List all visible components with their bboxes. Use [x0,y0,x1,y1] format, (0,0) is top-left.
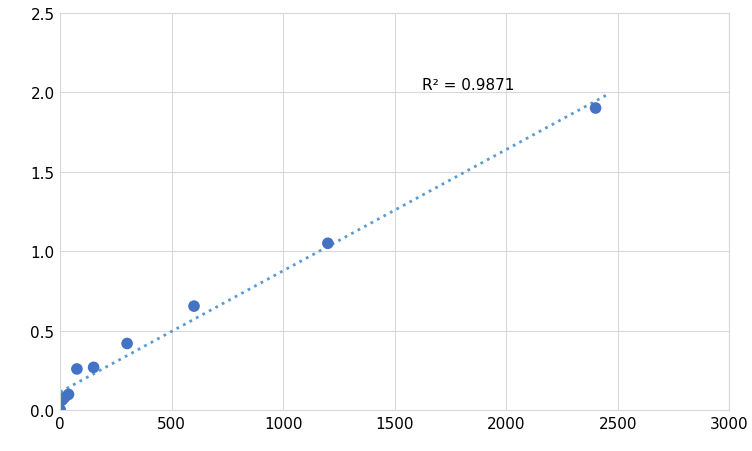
Point [56,396,68,404]
Point [590,105,602,112]
Point [188,303,200,310]
Point [71,365,83,373]
Point [62,391,74,398]
Point [121,340,133,347]
Point [322,240,334,247]
Point [87,364,99,371]
Text: R² = 0.9871: R² = 0.9871 [422,78,514,93]
Point [54,406,66,414]
Point [59,394,71,401]
